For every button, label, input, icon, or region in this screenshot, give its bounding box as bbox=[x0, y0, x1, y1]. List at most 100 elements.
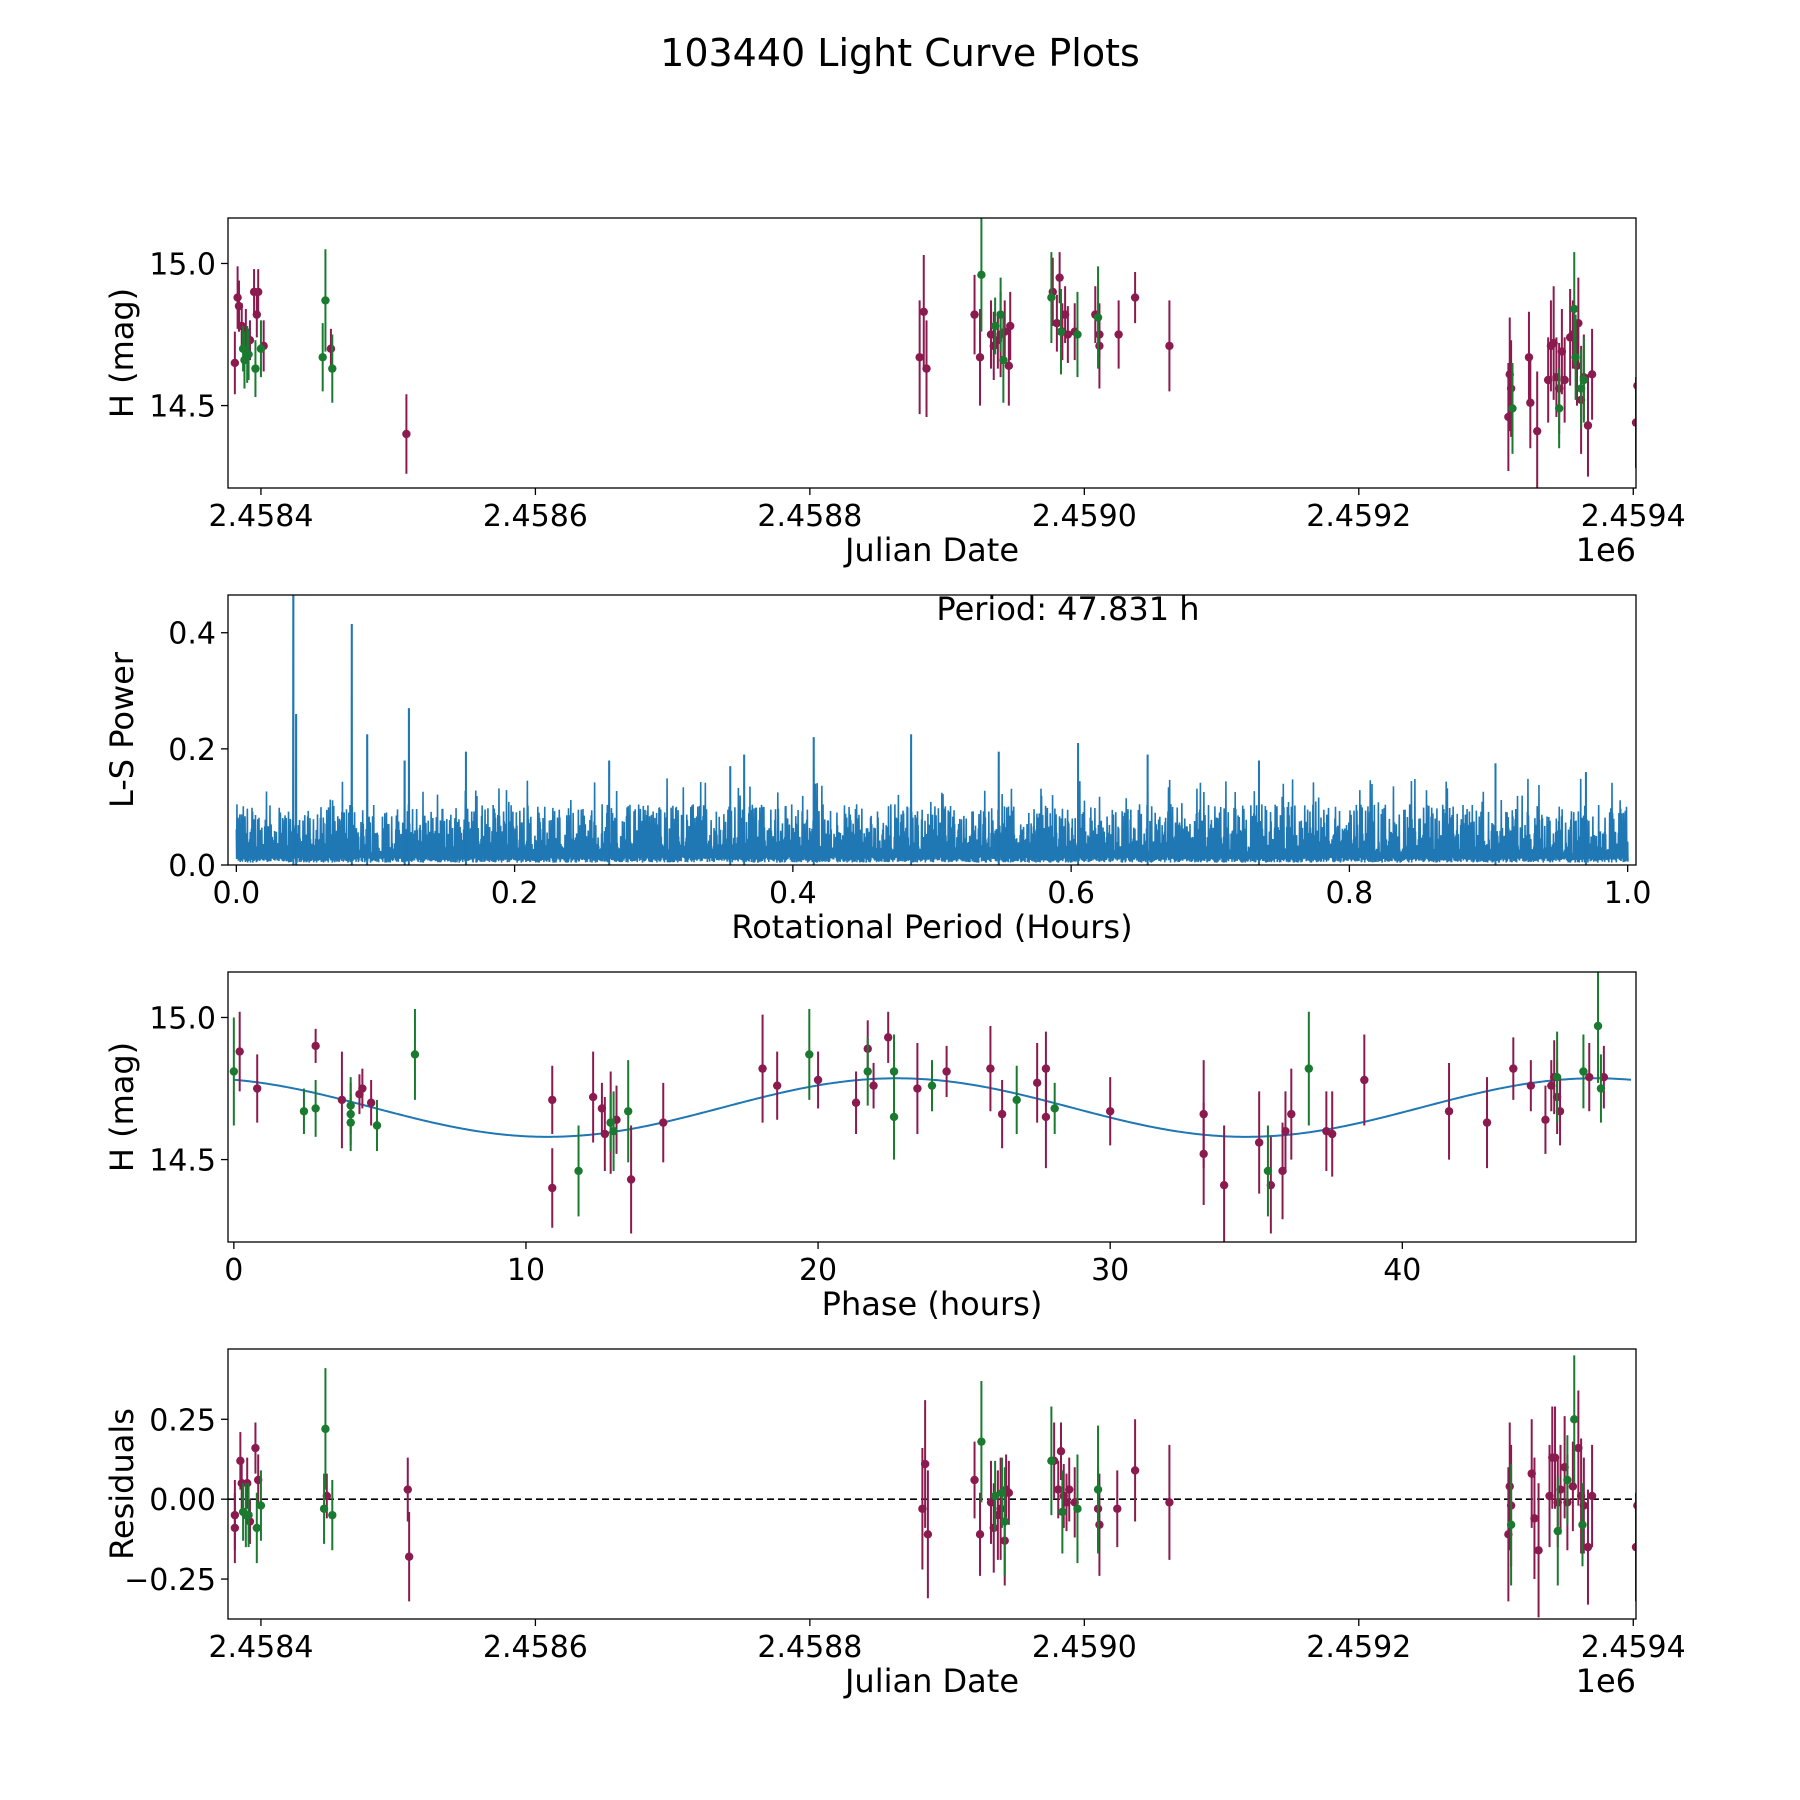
x-offset-label: 1e6 bbox=[1576, 531, 1636, 569]
data-point bbox=[996, 1504, 1005, 1513]
data-point bbox=[1073, 1504, 1082, 1513]
data-point bbox=[1524, 353, 1534, 362]
data-point bbox=[977, 1437, 986, 1446]
data-point bbox=[1065, 1485, 1074, 1494]
data-point bbox=[1281, 1126, 1290, 1136]
data-point bbox=[1482, 1118, 1492, 1127]
data-point bbox=[1055, 273, 1064, 282]
data-point bbox=[253, 287, 263, 297]
axes-frame bbox=[227, 217, 1637, 489]
data-point bbox=[402, 429, 411, 439]
data-point bbox=[1063, 330, 1073, 339]
data-point bbox=[1579, 1067, 1588, 1076]
x-tick-label: 0.2 bbox=[491, 876, 539, 911]
data-point bbox=[1165, 1498, 1174, 1507]
data-point bbox=[1012, 1095, 1021, 1105]
data-point bbox=[1000, 1517, 1009, 1526]
data-point bbox=[623, 1107, 633, 1116]
data-point bbox=[311, 1104, 320, 1113]
data-point bbox=[1254, 1138, 1264, 1147]
data-point bbox=[588, 1092, 598, 1102]
data-point bbox=[235, 1047, 244, 1056]
y-axis-label: L-S Power bbox=[103, 651, 141, 808]
data-point bbox=[1041, 1112, 1051, 1122]
data-point bbox=[1056, 1447, 1066, 1456]
data-point bbox=[626, 1175, 636, 1184]
data-point bbox=[404, 1552, 414, 1561]
data-point bbox=[1105, 1107, 1115, 1116]
data-point bbox=[410, 1050, 420, 1059]
data-point bbox=[243, 1479, 252, 1488]
data-point bbox=[975, 353, 985, 362]
plot-area bbox=[229, 972, 1632, 1242]
data-point bbox=[889, 1112, 899, 1122]
series-green bbox=[229, 972, 1606, 1217]
data-point bbox=[609, 1126, 618, 1136]
data-point bbox=[1130, 293, 1140, 302]
data-point bbox=[805, 1050, 814, 1059]
y-tick-label: 0.0 bbox=[168, 849, 216, 884]
x-tick-label: 0.4 bbox=[769, 876, 817, 911]
x-axis-label: Phase (hours) bbox=[822, 1285, 1043, 1323]
data-point bbox=[923, 1530, 933, 1539]
data-point bbox=[548, 1095, 557, 1105]
y-tick-label: 14.5 bbox=[149, 390, 216, 425]
data-point bbox=[1631, 1542, 1636, 1552]
data-point bbox=[1114, 330, 1123, 339]
data-point bbox=[251, 1443, 260, 1453]
x-tick-label: 2.4590 bbox=[1032, 499, 1137, 534]
x-tick-label: 2.4588 bbox=[757, 499, 862, 534]
series-maroon bbox=[235, 1011, 1609, 1242]
data-point bbox=[1583, 421, 1593, 430]
data-point bbox=[986, 1064, 995, 1073]
x-tick-label: 40 bbox=[1383, 1253, 1421, 1288]
data-point bbox=[1568, 1482, 1578, 1491]
data-point bbox=[1095, 1520, 1104, 1529]
data-point bbox=[1563, 1475, 1572, 1485]
data-point bbox=[813, 1075, 823, 1085]
data-point bbox=[574, 1166, 583, 1176]
plot-area bbox=[235, 595, 1629, 865]
data-point bbox=[1052, 318, 1062, 328]
data-point bbox=[1058, 1507, 1067, 1517]
data-point bbox=[252, 310, 262, 319]
x-tick-label: 2.4586 bbox=[483, 1630, 588, 1665]
data-point bbox=[1506, 384, 1516, 393]
data-point bbox=[990, 321, 1000, 331]
data-point bbox=[1199, 1149, 1208, 1159]
data-point bbox=[1073, 330, 1082, 339]
series-green bbox=[238, 1355, 1587, 1586]
axes-frame bbox=[227, 594, 1637, 866]
plot-area bbox=[230, 218, 1636, 488]
data-point bbox=[1560, 375, 1569, 385]
data-point bbox=[600, 1129, 610, 1139]
data-point bbox=[942, 1067, 951, 1076]
data-point bbox=[1631, 418, 1636, 427]
y-tick-label: 0.00 bbox=[149, 1483, 216, 1518]
data-point bbox=[889, 1067, 899, 1076]
data-point bbox=[1047, 293, 1056, 302]
data-point bbox=[1095, 341, 1104, 351]
panels: 2.4584 2.4586 2.4588 2.4590 2.4592 2.4594 14.5… bbox=[103, 217, 1686, 1700]
data-point bbox=[970, 310, 979, 319]
data-point bbox=[1553, 1526, 1562, 1536]
data-point bbox=[548, 1183, 557, 1193]
panel-3: 0 10 20 30 40 14.5 15.0 Phase (hours) H (mag) bbox=[103, 971, 1637, 1323]
data-point bbox=[1263, 1166, 1273, 1176]
data-point bbox=[1506, 1520, 1516, 1529]
data-point bbox=[1579, 1501, 1589, 1510]
series-maroon bbox=[230, 252, 1636, 488]
x-axis-label: Julian Date bbox=[843, 1662, 1019, 1700]
data-point bbox=[1360, 1075, 1369, 1085]
data-point bbox=[851, 1098, 861, 1107]
x-tick-label: 0.6 bbox=[1047, 876, 1095, 911]
data-point bbox=[1004, 1488, 1014, 1497]
data-point bbox=[1583, 1542, 1593, 1552]
data-point bbox=[1579, 375, 1589, 385]
data-point bbox=[996, 310, 1005, 319]
data-point bbox=[1541, 1115, 1550, 1124]
data-point bbox=[920, 1459, 930, 1469]
data-point bbox=[256, 344, 266, 353]
